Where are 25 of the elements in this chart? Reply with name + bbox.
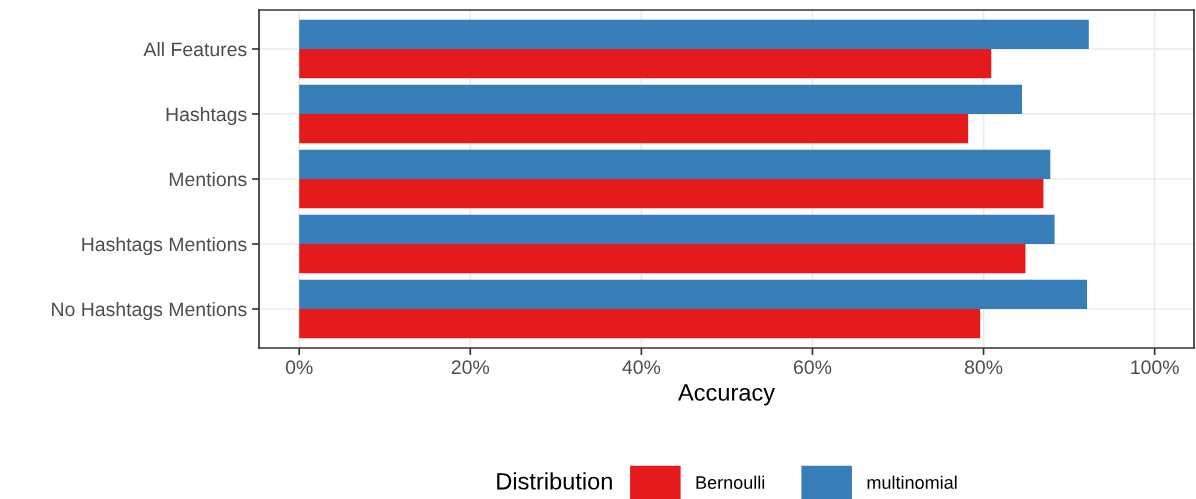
bar xyxy=(299,279,1088,309)
y-tick-label: Hashtags xyxy=(166,106,247,126)
x-tick-label: 80% xyxy=(964,360,1003,375)
bar xyxy=(299,214,1055,244)
x-axis-title: Accuracy xyxy=(678,384,776,406)
x-tick-label: 40% xyxy=(622,360,661,375)
y-tick-label: Hashtags Mentions xyxy=(82,236,247,256)
x-tick-label: 0% xyxy=(285,360,313,375)
bar xyxy=(299,84,1023,114)
bar xyxy=(299,149,1051,179)
bar xyxy=(299,19,1089,49)
bar xyxy=(299,49,992,79)
x-tick-label: 60% xyxy=(794,360,832,375)
y-tick-label: No Hashtags Mentions xyxy=(52,301,247,321)
x-tick-label: 20% xyxy=(451,360,490,375)
legend-label: Bernoulli xyxy=(696,475,765,489)
legend-title: Distribution xyxy=(497,472,612,490)
bar xyxy=(299,114,969,144)
y-tick-label: All Features xyxy=(143,41,247,57)
y-tick-label: Mentions xyxy=(169,171,247,187)
x-tick-label: 100% xyxy=(1131,360,1179,375)
legend-label: multinomial xyxy=(867,475,957,489)
bar xyxy=(299,179,1044,209)
bar xyxy=(299,309,981,339)
bar xyxy=(299,244,1026,274)
